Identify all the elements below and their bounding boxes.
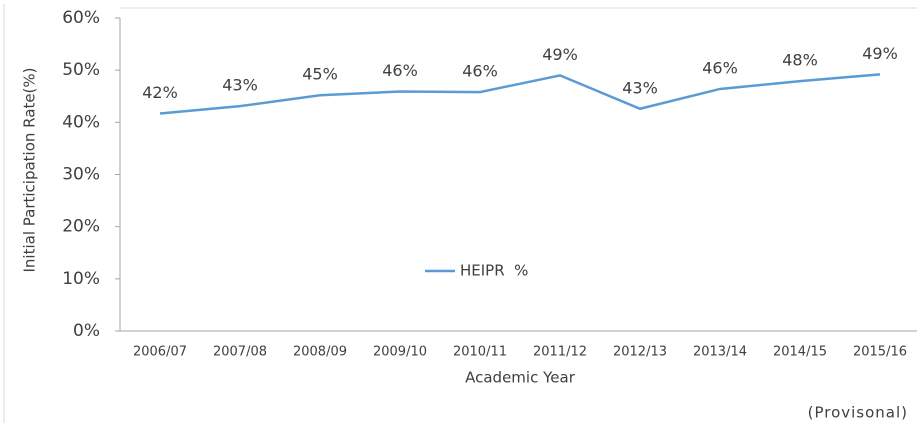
legend-label: HEIPR % [460, 262, 528, 280]
y-tick-label: 10% [62, 269, 100, 289]
y-tick-label: 30% [62, 165, 100, 185]
x-tick-label: 2009/10 [373, 345, 427, 360]
value-label: 43% [222, 76, 258, 95]
y-tick-label: 20% [62, 217, 100, 237]
y-tick-label: 50% [62, 60, 100, 80]
y-tick-label: 60% [62, 8, 100, 28]
y-tick-label: 40% [62, 112, 100, 132]
value-label: 49% [542, 45, 578, 64]
x-axis-label: Academic Year [465, 369, 576, 387]
value-label: 42% [142, 83, 178, 102]
value-label: 48% [782, 51, 818, 70]
y-axis-label: Initial Participation Rate(%) [21, 67, 39, 272]
x-tick-label: 2010/11 [453, 345, 507, 360]
x-tick-label: 2011/12 [533, 345, 587, 360]
line [159, 73, 881, 115]
x-tick-label: 2015/16 [853, 345, 907, 360]
annotation: (Provisonal) [808, 404, 908, 422]
x-tick-label: 2014/15 [773, 345, 827, 360]
value-label: 46% [462, 62, 498, 81]
x-tick-label: 2013/14 [693, 345, 747, 360]
value-label: 45% [302, 65, 338, 84]
x-tick-label: 2012/13 [613, 345, 667, 360]
x-tick-label: 2007/08 [213, 345, 267, 360]
value-label: 49% [862, 44, 898, 63]
x-tick-label: 2006/07 [133, 345, 187, 360]
value-label: 46% [382, 61, 418, 80]
y-tick-label: 0% [73, 321, 100, 341]
x-tick-label: 2008/09 [293, 345, 347, 360]
value-label: 43% [622, 78, 658, 97]
value-label: 46% [702, 58, 738, 77]
